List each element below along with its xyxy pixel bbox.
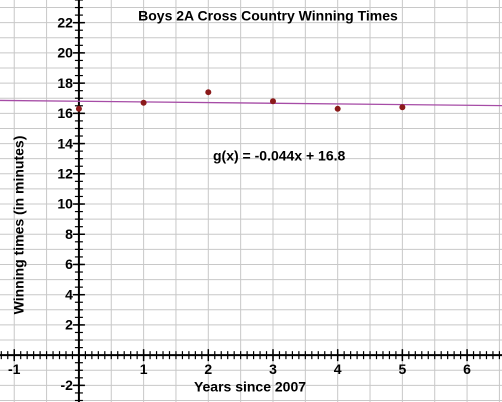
y-tick-label: 12 [57, 166, 73, 182]
data-point [334, 105, 341, 112]
y-tick-label: 8 [65, 226, 73, 242]
y-tick-label: 6 [65, 256, 73, 272]
y-tick-label: 10 [57, 196, 73, 212]
y-tick-label: -2 [60, 377, 73, 393]
x-tick-label: -1 [8, 361, 21, 377]
y-axis-label: Winning times (in minutes) [11, 136, 27, 315]
x-tick-label: 5 [398, 361, 406, 377]
data-point [75, 105, 82, 112]
x-tick-label: 2 [204, 361, 212, 377]
y-tick-label: 4 [65, 286, 73, 302]
x-tick-label: 1 [140, 361, 148, 377]
trendline [0, 99, 502, 107]
y-tick-label: 22 [57, 14, 73, 30]
x-tick-label: 4 [334, 361, 342, 377]
y-tick-label: 20 [57, 45, 73, 61]
x-tick-label: 3 [269, 361, 277, 377]
data-point [205, 89, 212, 96]
y-tick-label: 18 [57, 75, 73, 91]
data-point [269, 98, 276, 105]
chart-title: Boys 2A Cross Country Winning Times [138, 8, 398, 24]
data-point [140, 99, 147, 106]
y-tick-label: 2 [65, 317, 73, 333]
equation-annotation: g(x) = -0.044x + 16.8 [213, 148, 346, 164]
y-tick-label: 14 [57, 135, 73, 151]
x-tick-label: 6 [463, 361, 471, 377]
x-axis-label: Years since 2007 [194, 379, 306, 395]
data-point [399, 104, 406, 111]
y-tick-label: 16 [57, 105, 73, 121]
